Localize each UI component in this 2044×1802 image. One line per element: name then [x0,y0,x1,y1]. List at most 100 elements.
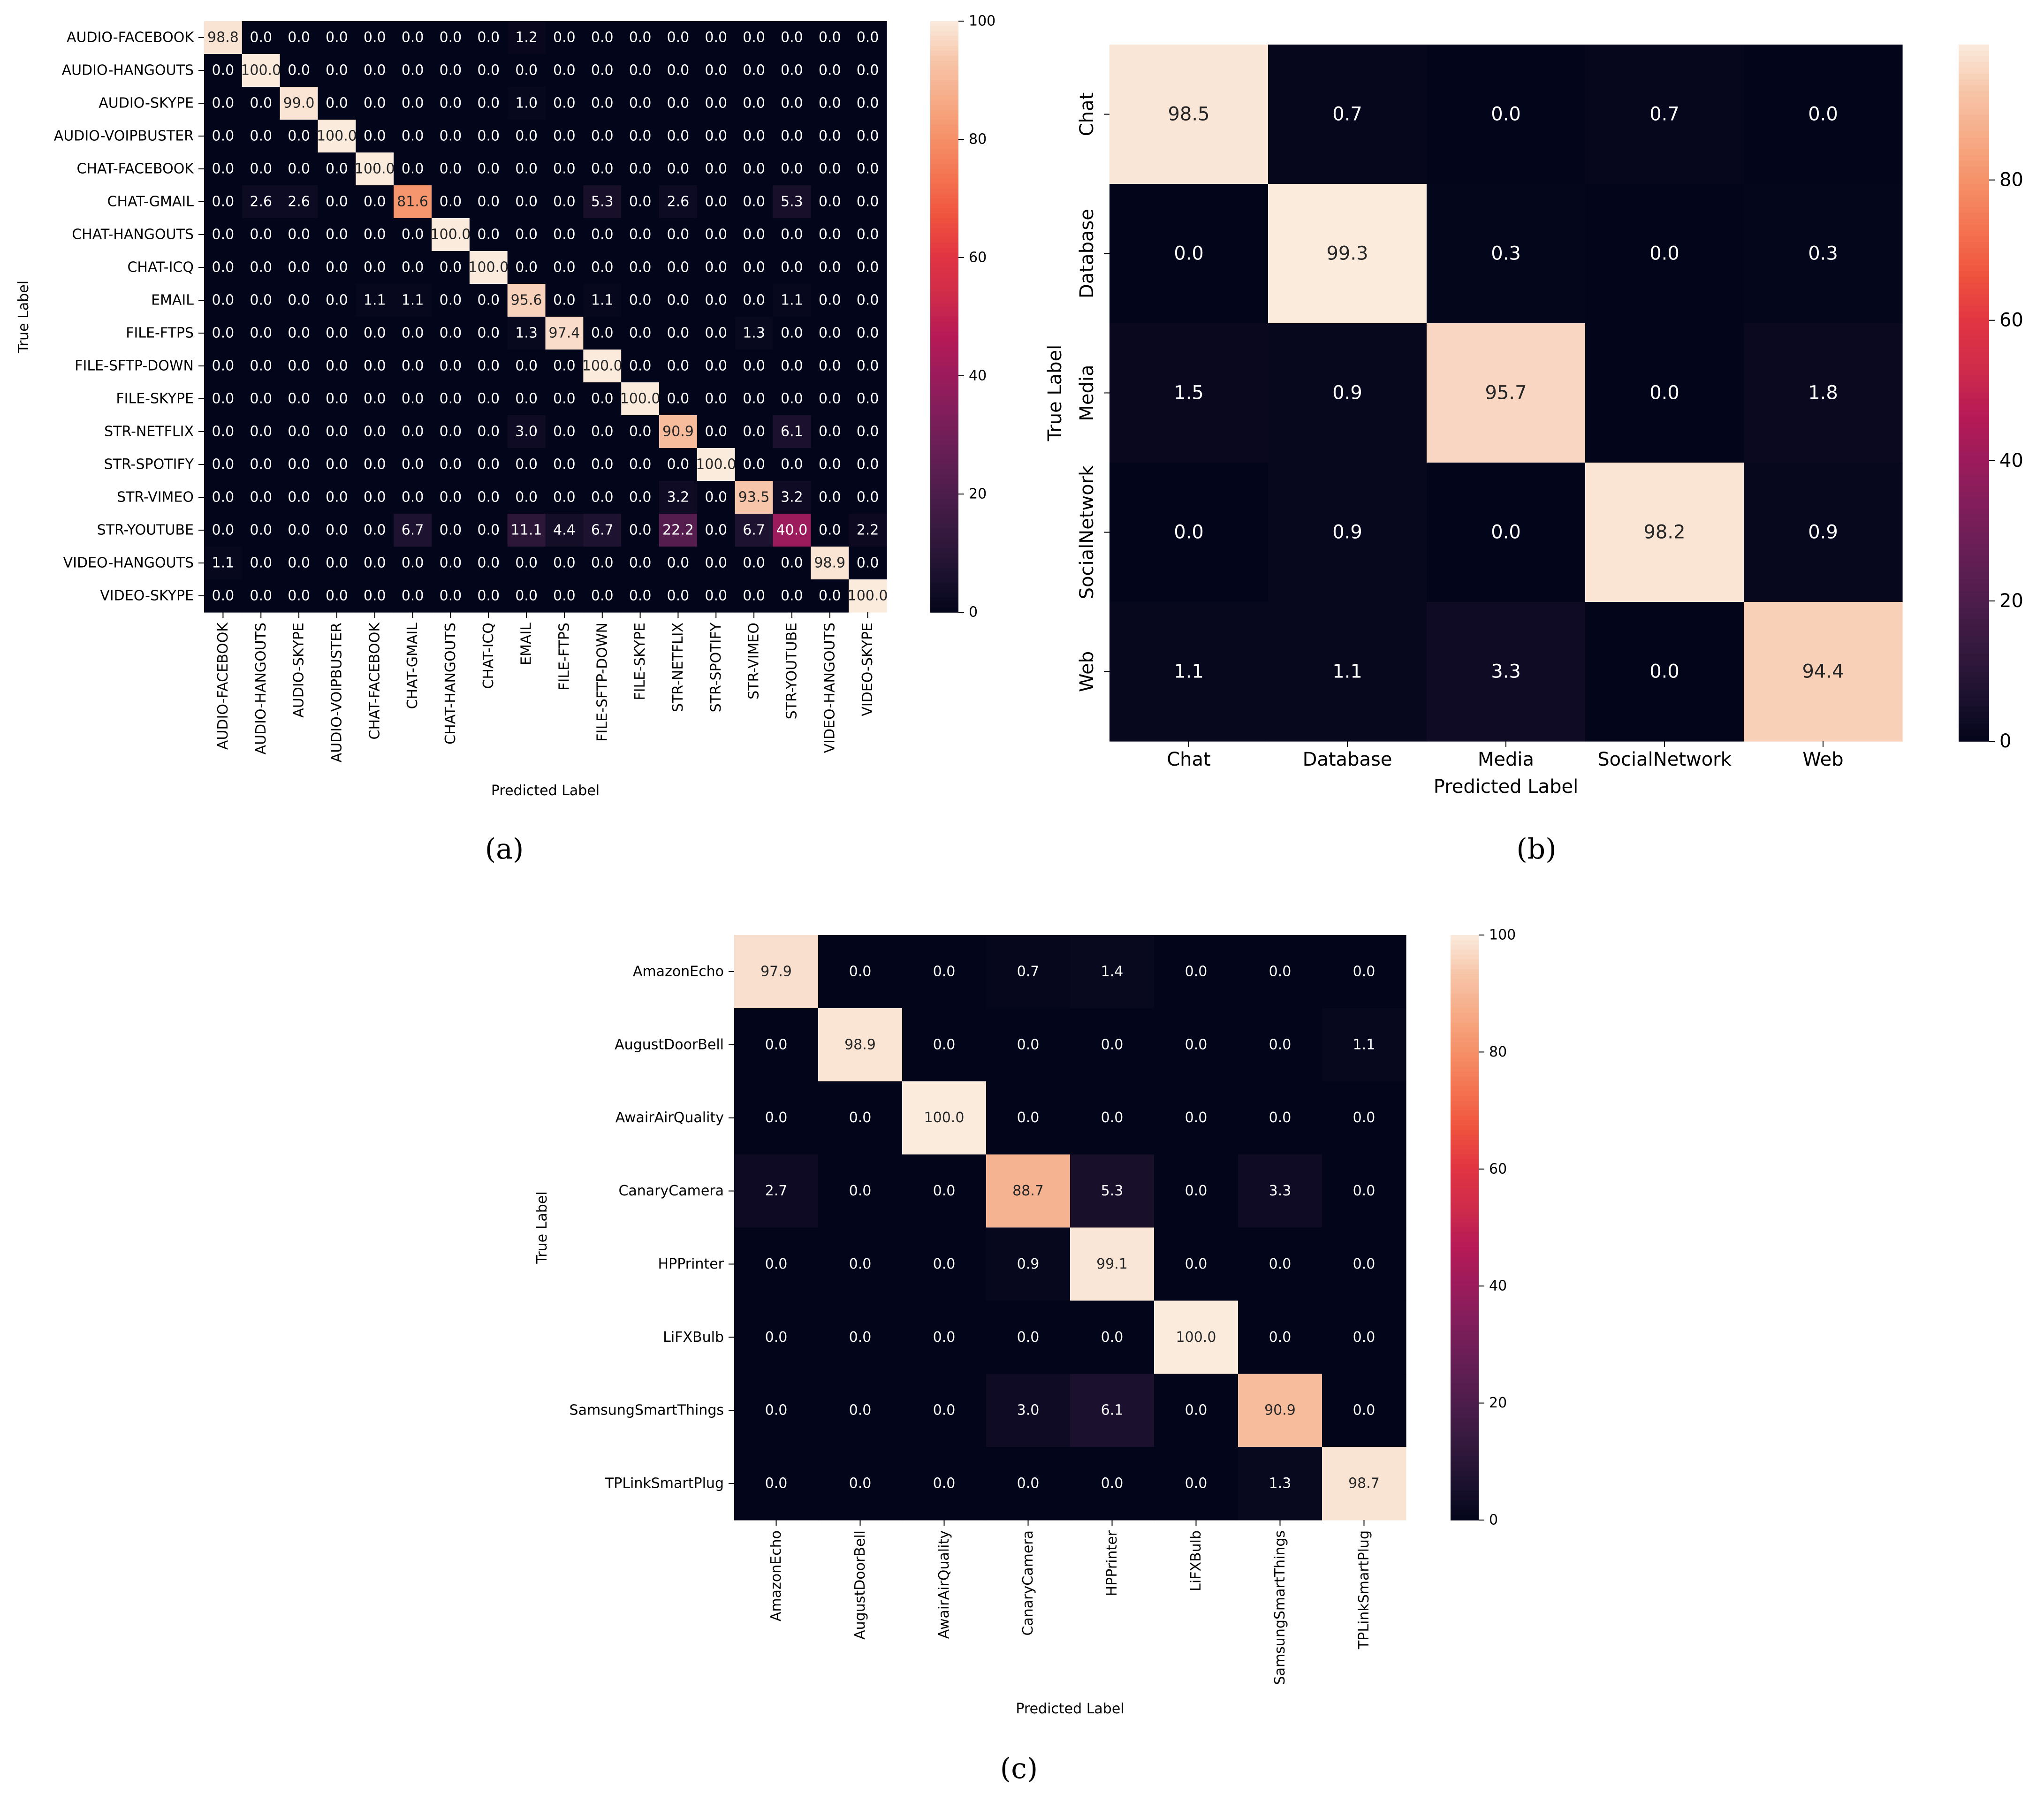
heatmap-cell-r9-c2 [280,317,319,350]
colorbar-segment [1451,1169,1479,1174]
colorbar-segment [1959,155,1989,161]
heatmap-cell-r1-c2 [902,1008,987,1082]
colorbar-segment [930,159,958,165]
heatmap-cell-r8-c5 [394,284,432,317]
colorbar-segment [930,223,958,228]
heatmap-cell-r1-c10 [583,54,622,87]
colorbar-segment [930,26,958,31]
heatmap-cell-r14-c0 [204,481,243,514]
cell-value-label-r17-c11: 0.0 [629,588,652,604]
heatmap-cell-r5-c9 [545,185,584,219]
cell-value-label-r15-c6: 0.0 [440,522,462,539]
colorbar-segment [1451,1471,1479,1477]
heatmap-cell-r1-c6 [1238,1008,1322,1082]
heatmap-cell-r0-c4 [356,21,394,54]
cell-value-label-r12-c4: 0.0 [364,424,386,440]
heatmap-cell-r13-c0 [204,448,243,481]
heatmap-cell-r9-c12 [659,317,698,350]
colorbar-segment [930,267,958,273]
cell-value-label-r1-c2: 0.0 [933,1036,956,1053]
heatmap-cell-r13-c17 [849,448,887,481]
heatmap-cell-r6-c12 [659,218,698,251]
cell-value-label-r3-c16: 0.0 [819,128,841,144]
colorbar-tick-label-0: 0 [1999,730,2011,752]
heatmap-cell-r16-c6 [432,547,470,580]
y-tick-label-8: EMAIL [151,292,194,309]
colorbar-segment [1451,974,1479,980]
colorbar-segment [1959,126,1989,132]
cell-value-label-r14-c15: 3.2 [781,489,803,506]
y-axis-label: True Label [15,281,32,353]
colorbar-segment [1451,1388,1479,1394]
colorbar-segment [1451,1349,1479,1355]
cell-value-label-r17-c9: 0.0 [553,588,576,604]
heatmap-cell-r15-c11 [621,514,660,547]
heatmap-cell-r12-c13 [697,415,736,449]
colorbar-segment [1451,1008,1479,1014]
cell-value-label-r17-c3: 0.0 [326,588,348,604]
heatmap-cell-r7-c10 [583,251,622,284]
cell-value-label-r12-c5: 0.0 [402,424,424,440]
cell-value-label-r4-c5: 0.0 [1185,1256,1208,1272]
cell-value-label-r16-c17: 0.0 [857,555,879,571]
colorbar-segment [1959,387,1989,394]
cell-value-label-r9-c14: 1.3 [743,325,765,342]
cell-value-label-r3-c3: 98.2 [1643,522,1685,543]
cell-value-label-r10-c1: 0.0 [250,358,272,374]
cell-value-label-r10-c9: 0.0 [553,358,576,374]
heatmap-cell-r0-c0 [1109,45,1269,184]
cell-value-label-r11-c0: 0.0 [212,391,235,407]
cell-value-label-r13-c15: 0.0 [781,456,803,473]
heatmap-cell-r4-c7 [1322,1227,1406,1301]
heatmap-cell-r12-c6 [432,415,470,449]
colorbar-segment [930,41,958,46]
cell-value-label-r3-c8: 0.0 [515,128,538,144]
heatmap-cell-r3-c1 [818,1154,903,1228]
heatmap-cell-r3-c12 [659,120,698,153]
heatmap-cell-r1-c15 [773,54,811,87]
heatmap-panel-c: 97.9 0.0 0.0 0.7 1.4 0.0 0.0 0.0 0.0 98.9 0.0 0.0 0.… [534,927,1516,1786]
heatmap-cell-r5-c14 [735,185,774,219]
y-tick-label-13: STR-SPOTIFY [104,456,194,473]
heatmap-cell-r0-c2 [280,21,319,54]
cell-value-label-r15-c0: 0.0 [212,522,235,539]
y-tick-label-2: AwairAirQuality [615,1110,724,1126]
cell-value-label-r2-c5: 0.0 [402,95,424,112]
colorbar-segment [1451,1398,1479,1404]
cell-value-label-r0-c7: 0.0 [477,30,500,46]
heatmap-cell-r9-c5 [394,317,432,350]
cell-value-label-r15-c3: 0.0 [326,522,348,539]
colorbar-segment [1959,404,1989,411]
cell-value-label-r2-c2: 99.0 [283,95,315,112]
colorbar-segment [930,361,958,366]
colorbar-segment [1959,422,1989,428]
cell-value-label-r11-c15: 0.0 [781,391,803,407]
cell-value-label-r4-c0: 0.0 [212,161,235,177]
panel-caption: (c) [1000,1752,1038,1785]
heatmap-cell-r15-c3 [318,514,356,547]
heatmap-cell-r5-c13 [697,185,736,219]
colorbar-segment [930,144,958,150]
colorbar-segment [930,563,958,569]
cell-value-label-r7-c6: 0.0 [440,259,462,276]
cell-value-label-r13-c11: 0.0 [629,456,652,473]
cell-value-label-r10-c2: 0.0 [288,358,310,374]
colorbar-segment [1451,1364,1479,1369]
heatmap-cell-r11-c10 [583,382,622,416]
heatmap-cell-r13-c6 [432,448,470,481]
colorbar-segment [930,494,958,500]
heatmap-cell-r12-c12 [659,415,698,449]
colorbar-segment [1451,1413,1479,1418]
cell-value-label-r4-c0: 0.0 [765,1256,788,1272]
cell-value-label-r6-c8: 0.0 [515,227,538,243]
cell-value-label-r6-c1: 0.0 [250,227,272,243]
colorbar-segment [1959,700,1989,707]
heatmap-cell-r2-c2 [280,87,319,120]
cell-value-label-r1-c14: 0.0 [743,62,765,79]
colorbar-segment [1451,1223,1479,1228]
heatmap-cell-r3-c3 [1585,463,1744,602]
heatmap-cell-r15-c1 [242,514,281,547]
colorbar-segment [930,341,958,347]
heatmap-cell-r0-c0 [204,21,243,54]
colorbar-segment [1959,520,1989,527]
